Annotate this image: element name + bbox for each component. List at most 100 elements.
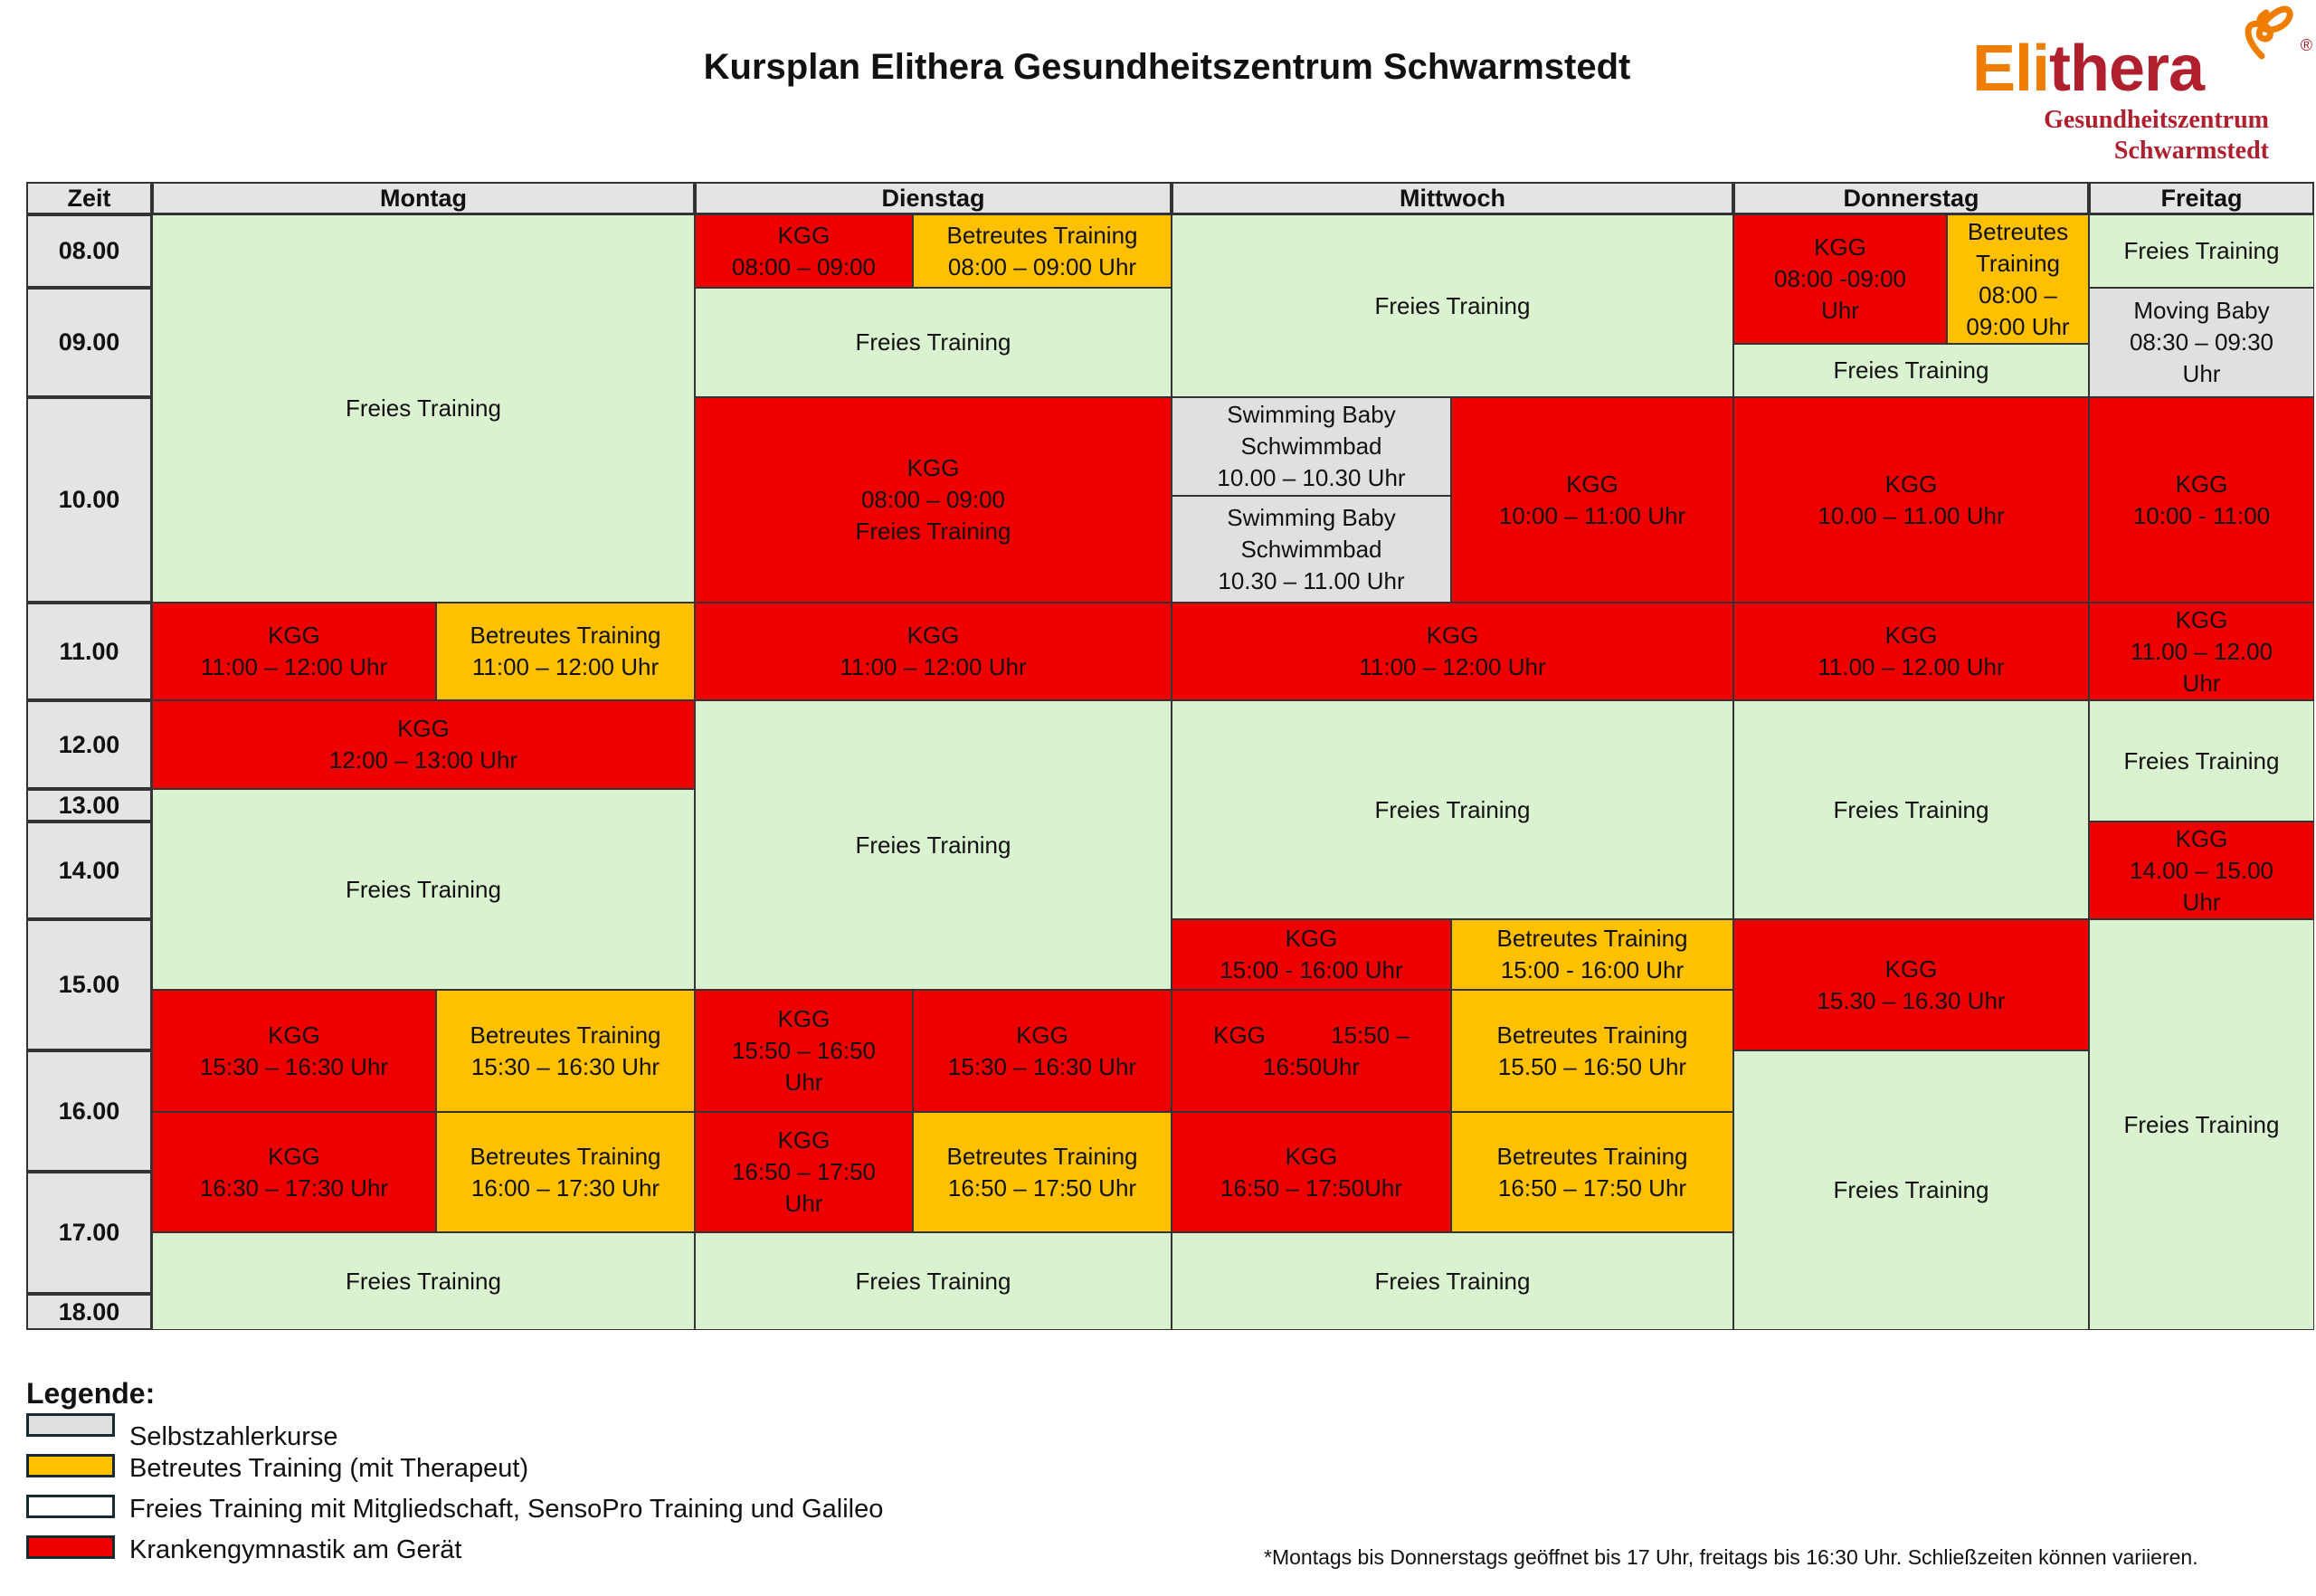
- course-text: 11:00 – 12:00 Uhr: [1359, 653, 1546, 680]
- course-cell-betreut: Betreutes Training 16:50 – 17:50 Uhr: [1451, 1112, 1733, 1232]
- course-text: Betreutes Training: [1496, 1021, 1688, 1049]
- course-text: 15:30 – 16:30 Uhr: [947, 1052, 1137, 1080]
- course-cell-kgg: KGG 15:30 – 16:30 Uhr: [152, 990, 436, 1112]
- time-label: 13.00: [26, 789, 152, 822]
- time-label: 08.00: [26, 214, 152, 288]
- legend-label: Betreutes Training (mit Therapeut): [129, 1454, 529, 1483]
- ribbon-icon: [2245, 5, 2293, 60]
- footnote: *Montags bis Donnerstags geöffnet bis 17…: [1264, 1545, 2198, 1569]
- course-text: 16:30 – 17:30 Uhr: [199, 1173, 389, 1202]
- course-text: Betreutes: [1967, 217, 2069, 245]
- course-text: KGG 15:50 –: [1213, 1021, 1410, 1049]
- course-cell-betreut: Betreutes Training 15.50 – 16:50 Uhr: [1451, 990, 1733, 1112]
- course-text: 16:50 – 17:50 Uhr: [1497, 1173, 1687, 1202]
- course-text: 15:00 - 16:00 Uhr: [1500, 956, 1685, 983]
- course-text: KGG: [397, 715, 450, 742]
- legend-swatch-frei: [26, 1495, 115, 1518]
- course-text: Training: [1976, 249, 2060, 277]
- header-day: Montag: [152, 182, 695, 214]
- course-cell-frei: Freies Training: [152, 1232, 695, 1330]
- course-text: Swimming Baby: [1227, 503, 1396, 531]
- legend-swatch-selbstzahler: [26, 1413, 115, 1437]
- course-cell-frei: Freies Training: [1733, 344, 2089, 397]
- course-text: 08:00 – 09:00: [731, 252, 877, 280]
- course-text: 14.00 – 15.00: [2129, 856, 2274, 884]
- course-cell-kgg: KGG 16:30 – 17:30 Uhr: [152, 1112, 436, 1232]
- course-cell-kgg: KGG 15:00 - 16:00 Uhr: [1172, 919, 1451, 990]
- course-cell-kgg: KGG 11.00 – 12.00 Uhr: [2089, 603, 2314, 700]
- course-text: 16:50 – 17:50Uhr: [1220, 1173, 1402, 1202]
- course-text: Freies Training: [346, 1267, 501, 1295]
- course-text: Freies Training: [855, 328, 1011, 356]
- elithera-logo: ® Elithera Gesundheitszentrum Schwarmste…: [1945, 0, 2316, 172]
- course-cell-selbstzahler: Moving Baby 08:30 – 09:30 Uhr: [2089, 288, 2314, 397]
- course-text: Swimming Baby: [1227, 401, 1396, 428]
- course-text: Freies Training: [855, 831, 1011, 859]
- time-label: 15.00: [26, 919, 152, 1050]
- course-cell-kgg: KGG 11:00 – 12:00 Uhr: [152, 603, 436, 700]
- course-text: Freies Training: [1833, 795, 1989, 823]
- course-text: 15:50 – 16:50: [731, 1037, 877, 1064]
- course-cell-kgg: KGG 15.30 – 16.30 Uhr: [1733, 919, 2089, 1050]
- time-label: 14.00: [26, 822, 152, 919]
- course-text: Schwimmbad: [1240, 432, 1382, 460]
- course-text: Moving Baby: [2133, 297, 2270, 324]
- course-text: 11:00 – 12:00 Uhr: [840, 653, 1027, 680]
- logo-line2: Schwarmstedt: [2113, 137, 2269, 165]
- course-cell-frei: Freies Training: [695, 700, 1172, 990]
- course-text: 10:00 – 11:00 Uhr: [1498, 501, 1686, 529]
- course-cell-frei: Freies Training: [2089, 919, 2314, 1330]
- course-cell-kgg: KGG 10:00 – 11:00 Uhr: [1451, 397, 1733, 603]
- course-text: Betreutes Training: [1496, 1142, 1688, 1170]
- logo-line1: Gesundheitszentrum: [2044, 106, 2269, 134]
- course-cell-frei: Freies Training: [1733, 700, 2089, 919]
- course-cell-selbstzahler: Swimming Baby Schwimmbad 10.30 – 11.00 Uhr: [1172, 496, 1451, 603]
- course-cell-frei: Freies Training: [695, 288, 1172, 397]
- course-cell-frei: Freies Training: [2089, 700, 2314, 822]
- course-cell-betreut: Betreutes Training 15:00 - 16:00 Uhr: [1451, 919, 1733, 990]
- logo-wordmark: Elithera: [1972, 33, 2205, 105]
- course-text: KGG: [1426, 622, 1479, 649]
- legend-label: Selbstzahlerkurse: [129, 1422, 338, 1451]
- course-text: 15.50 – 16:50 Uhr: [1497, 1052, 1687, 1080]
- course-text: Freies Training: [1374, 795, 1531, 823]
- course-text: Freies Training: [1374, 1267, 1531, 1295]
- course-cell-betreut: Betreutes Training 16:00 – 17:30 Uhr: [436, 1112, 695, 1232]
- course-cell-kgg: KGG 14.00 – 15.00 Uhr: [2089, 822, 2314, 919]
- course-text: KGG: [1016, 1021, 1068, 1049]
- course-cell-kgg: KGG 15:50 – 16:50 Uhr: [695, 990, 913, 1112]
- course-text: Uhr: [2182, 888, 2221, 916]
- course-cell-selbstzahler: Swimming Baby Schwimmbad 10.00 – 10.30 Uhr: [1172, 397, 1451, 496]
- time-label: 17.00: [26, 1172, 152, 1294]
- time-label: 16.00: [26, 1050, 152, 1172]
- course-text: KGG: [1285, 1142, 1338, 1170]
- course-cell-kgg: KGG 15:50 – 16:50Uhr: [1172, 990, 1451, 1112]
- header-day: Freitag: [2089, 182, 2314, 214]
- course-text: Freies Training: [346, 394, 501, 422]
- course-text: 10.00 – 11.00 Uhr: [1818, 501, 2005, 529]
- course-text: 16:50 – 17:50 Uhr: [947, 1173, 1137, 1202]
- legend-label: Krankengymnastik am Gerät: [129, 1535, 462, 1564]
- course-text: Freies Training: [855, 1267, 1011, 1295]
- course-cell-frei: Freies Training: [1172, 700, 1733, 919]
- legend-title: Legende:: [26, 1377, 156, 1410]
- course-text: KGG: [2175, 470, 2228, 498]
- course-cell-kgg: KGG 08:00 -09:00 Uhr: [1733, 214, 1947, 344]
- course-text: Uhr: [784, 1190, 823, 1217]
- course-text: 11:00 – 12:00 Uhr: [200, 653, 388, 680]
- course-text: KGG: [268, 622, 320, 649]
- time-label: 09.00: [26, 288, 152, 397]
- course-cell-kgg: KGG 11:00 – 12:00 Uhr: [695, 603, 1172, 700]
- header-time: Zeit: [26, 182, 152, 214]
- course-text: 08:00 – 09:00 Uhr: [947, 252, 1137, 280]
- course-text: KGG: [906, 622, 960, 649]
- course-text: 15:00 - 16:00 Uhr: [1220, 956, 1403, 983]
- course-cell-frei: Freies Training: [152, 214, 695, 603]
- course-text: KGG: [1814, 233, 1866, 261]
- course-text: Freies Training: [1833, 356, 1989, 384]
- time-label: 10.00: [26, 397, 152, 603]
- course-text: 08:30 – 09:30: [2129, 328, 2274, 356]
- header-day: Mittwoch: [1172, 182, 1733, 214]
- course-text: KGG: [1285, 925, 1338, 952]
- course-cell-kgg: KGG 15:30 – 16:30 Uhr: [913, 990, 1172, 1112]
